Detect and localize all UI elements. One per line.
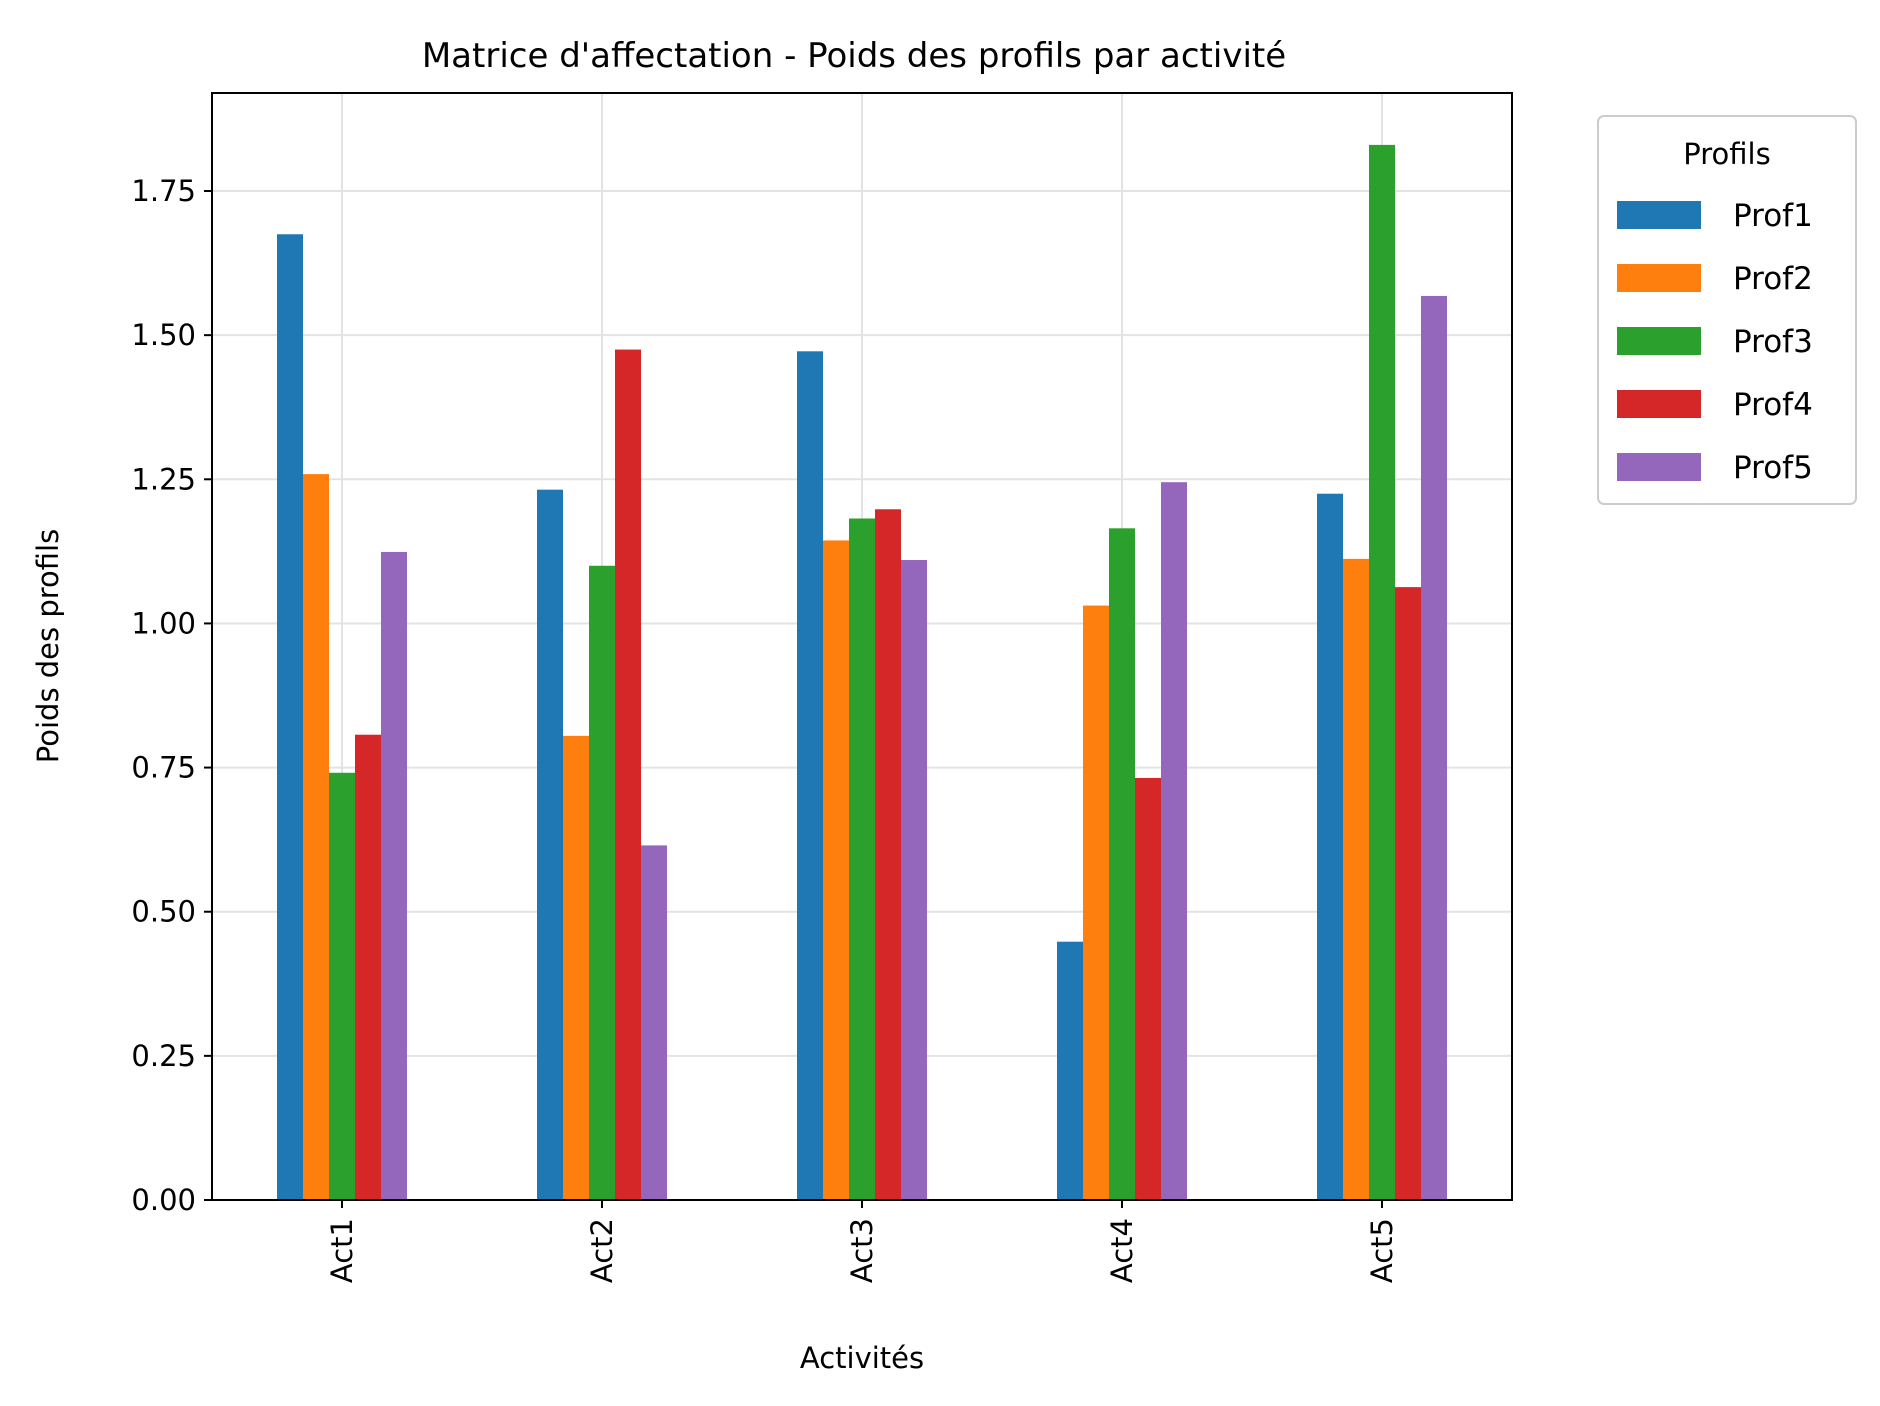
bar-prof2-act5 bbox=[1343, 558, 1369, 1200]
bar-prof5-act5 bbox=[1421, 295, 1447, 1200]
legend-swatch-prof5 bbox=[1617, 453, 1701, 481]
y-tick-label: 1.00 bbox=[131, 606, 196, 640]
bar-prof3-act2 bbox=[589, 565, 615, 1200]
y-tick-label: 0.75 bbox=[131, 751, 196, 785]
bar-prof1-act4 bbox=[1057, 941, 1083, 1200]
legend: Profils Prof1 Prof2 Prof3 Prof4 Prof5 bbox=[1597, 115, 1857, 505]
y-tick-label: 1.50 bbox=[131, 318, 196, 352]
bar-prof2-act4 bbox=[1083, 605, 1109, 1200]
bar-prof3-act4 bbox=[1109, 528, 1135, 1200]
y-tick-label: 1.75 bbox=[131, 174, 196, 208]
y-tick-label: 0.50 bbox=[131, 895, 196, 929]
y-axis-ticks: 0.00 0.25 0.50 0.75 1.00 1.25 1.50 1.75 bbox=[131, 174, 212, 1217]
bar-prof4-act4 bbox=[1135, 777, 1161, 1200]
bar-prof3-act1 bbox=[329, 772, 355, 1200]
y-tick-label: 1.25 bbox=[131, 462, 196, 496]
x-tick-label: Act5 bbox=[1365, 1218, 1399, 1283]
legend-label-prof2: Prof2 bbox=[1733, 261, 1813, 297]
bar-prof4-act1 bbox=[355, 734, 381, 1200]
bar-prof5-act1 bbox=[381, 551, 407, 1200]
bar-prof2-act3 bbox=[823, 540, 849, 1200]
bar-prof4-act3 bbox=[875, 509, 901, 1200]
y-tick-label: 0.25 bbox=[131, 1039, 196, 1073]
y-axis-label: Poids des profils bbox=[31, 529, 65, 763]
bar-prof2-act2 bbox=[563, 735, 589, 1200]
x-tick-label: Act2 bbox=[585, 1218, 619, 1283]
bar-prof4-act5 bbox=[1395, 587, 1421, 1200]
bar-prof5-act4 bbox=[1161, 482, 1187, 1200]
legend-label-prof3: Prof3 bbox=[1733, 324, 1813, 360]
legend-swatch-prof2 bbox=[1617, 264, 1701, 292]
y-tick-label: 0.00 bbox=[131, 1183, 196, 1217]
legend-swatch-prof3 bbox=[1617, 327, 1701, 355]
chart-title: Matrice d'affectation - Poids des profil… bbox=[422, 36, 1286, 76]
x-axis-label: Activités bbox=[800, 1341, 924, 1375]
legend-frame bbox=[1597, 115, 1857, 505]
bar-prof1-act2 bbox=[537, 489, 563, 1200]
legend-title: Profils bbox=[1683, 137, 1770, 171]
legend-swatch-prof4 bbox=[1617, 390, 1701, 418]
x-tick-label: Act1 bbox=[325, 1218, 359, 1283]
legend-label-prof4: Prof4 bbox=[1733, 387, 1813, 423]
bar-prof5-act3 bbox=[901, 560, 927, 1200]
bar-prof3-act5 bbox=[1369, 144, 1395, 1200]
bar-prof2-act1 bbox=[303, 474, 329, 1201]
x-tick-label: Act3 bbox=[845, 1218, 879, 1283]
bar-prof5-act2 bbox=[641, 845, 667, 1200]
x-axis-ticks: Act1 Act2 Act3 Act4 Act5 bbox=[325, 1200, 1399, 1283]
bar-prof1-act5 bbox=[1317, 493, 1343, 1200]
legend-label-prof1: Prof1 bbox=[1733, 198, 1813, 234]
x-tick-label: Act4 bbox=[1105, 1218, 1139, 1283]
bar-prof4-act2 bbox=[615, 349, 641, 1200]
bar-prof3-act3 bbox=[849, 518, 875, 1200]
legend-swatch-prof1 bbox=[1617, 201, 1701, 229]
bar-prof1-act1 bbox=[277, 234, 303, 1200]
bar-prof1-act3 bbox=[797, 351, 823, 1200]
bars bbox=[277, 144, 1447, 1201]
legend-label-prof5: Prof5 bbox=[1733, 450, 1813, 486]
